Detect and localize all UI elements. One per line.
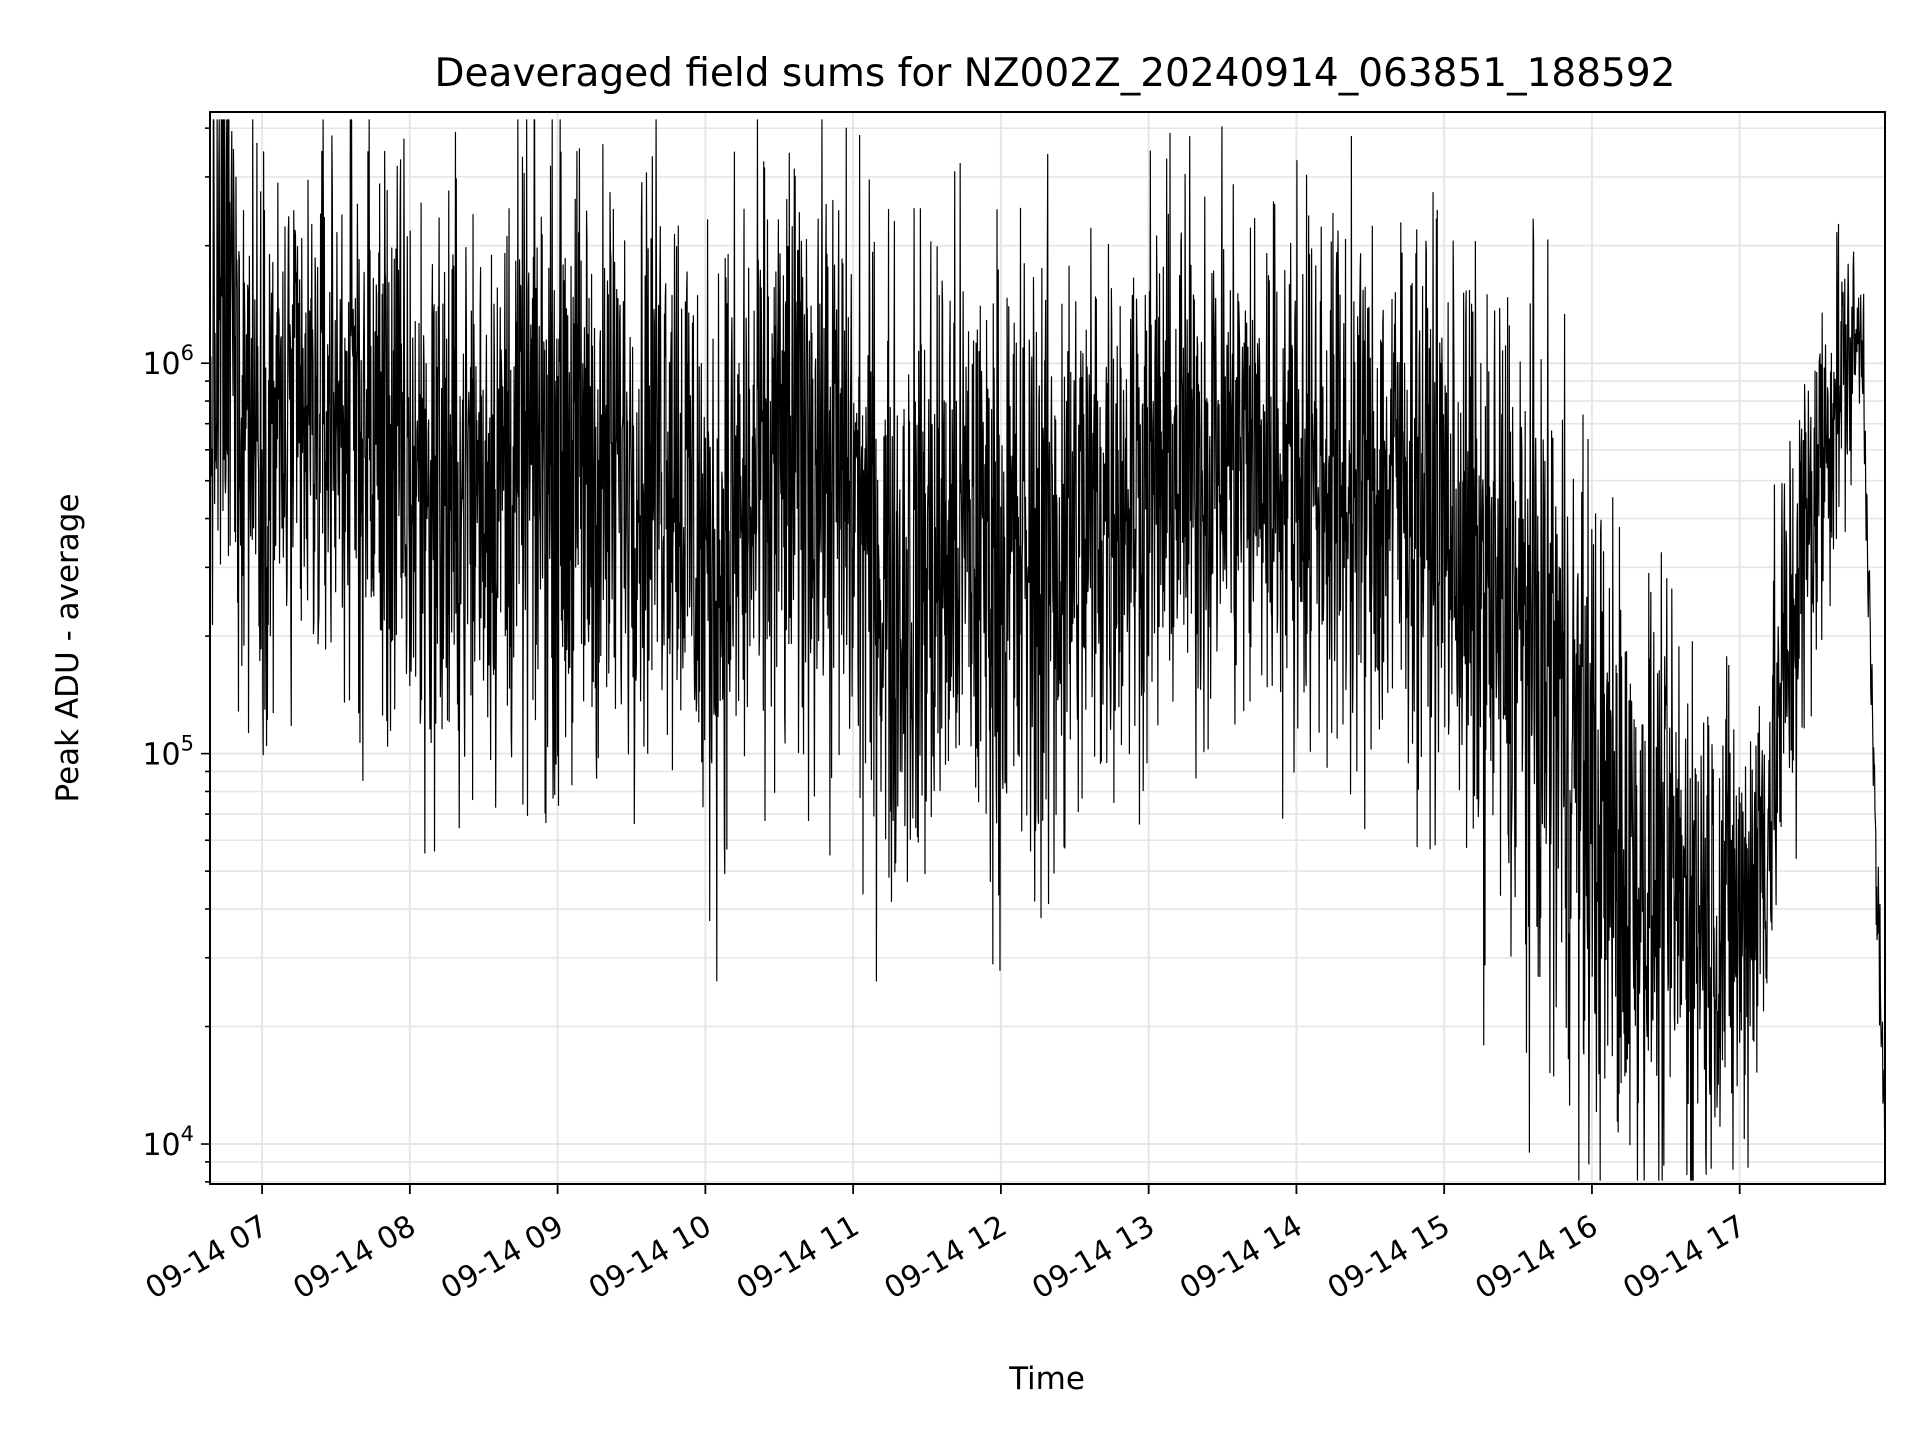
data-series [209, 119, 1886, 1181]
y-tick-label: 105 [142, 732, 194, 773]
series-line [209, 119, 1886, 1181]
y-tick-label: 106 [142, 341, 194, 382]
y-axis-label: Peak ADU - average [50, 493, 86, 802]
chart-title: Deaveraged field sums for NZ002Z_2024091… [435, 51, 1676, 96]
x-axis-label: Time [1008, 1361, 1085, 1397]
plot-frame [209, 111, 1886, 1185]
y-axis-ticks: 104 105 106 [142, 127, 210, 1183]
y-tick-label: 104 [142, 1122, 194, 1163]
